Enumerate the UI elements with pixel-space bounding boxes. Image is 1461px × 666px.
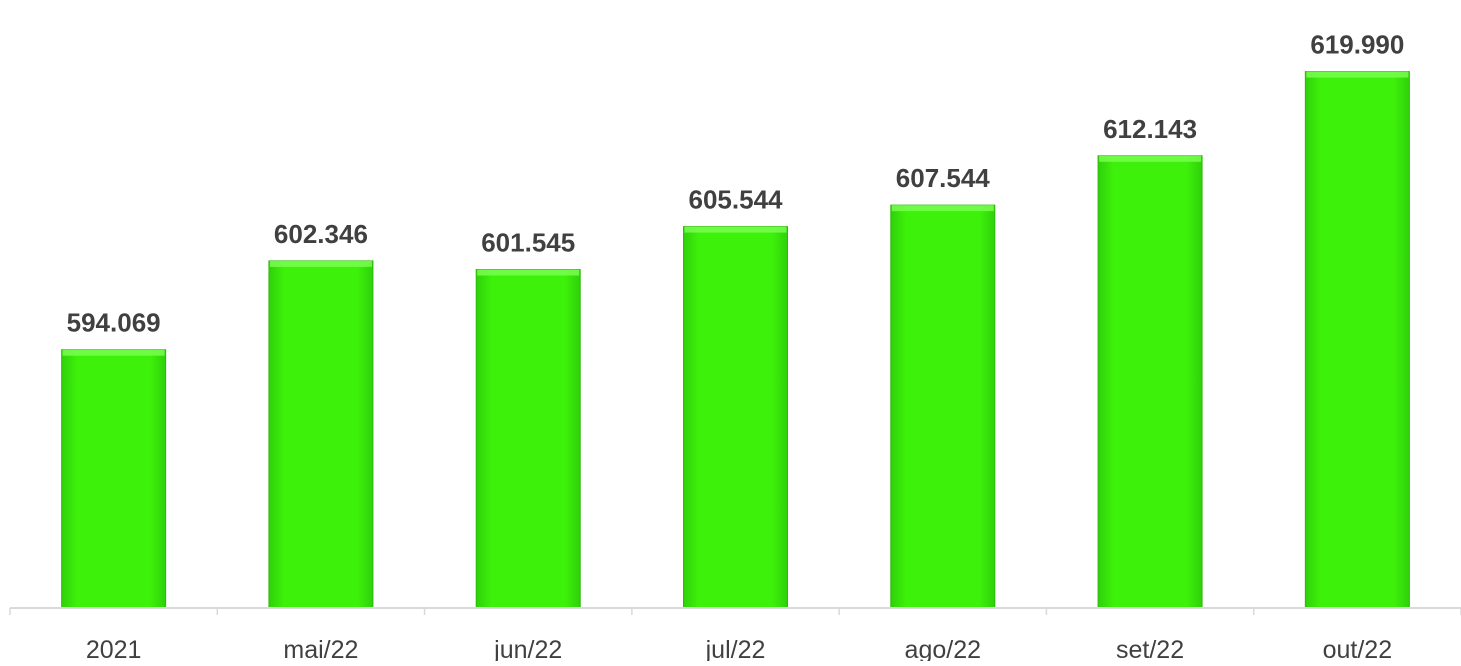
bar-highlight	[891, 205, 994, 212]
x-tick-label: ago/22	[905, 636, 981, 661]
bar-highlight	[1099, 155, 1202, 162]
x-axis	[9, 607, 1461, 615]
bar-2021	[61, 349, 167, 609]
value-label: 601.545	[481, 227, 575, 257]
bar-jun/22	[475, 268, 581, 609]
bars-layer	[61, 71, 1410, 609]
value-label: 594.069	[67, 308, 161, 338]
bar-set/22	[1097, 155, 1203, 609]
x-tick-label: jun/22	[493, 636, 562, 661]
value-label: 612.143	[1103, 114, 1197, 144]
bar-jul/22	[683, 226, 788, 609]
value-label: 605.544	[689, 185, 784, 215]
bar-out/22	[1304, 71, 1410, 609]
bar-highlight	[62, 349, 165, 356]
labels-layer: 594.069 2021 602.346 mai/22 601.545 jun/22 605…	[67, 30, 1405, 664]
x-tick-label: set/22	[1116, 636, 1184, 661]
value-label: 602.346	[274, 219, 368, 249]
value-label: 619.990	[1310, 30, 1404, 60]
bar-ago/22	[890, 204, 996, 609]
bar-highlight	[1306, 71, 1409, 78]
x-tick-label: jul/22	[705, 636, 766, 661]
bar-mai/22	[268, 260, 374, 609]
x-tick-label: 2021	[86, 636, 142, 661]
bar-highlight	[269, 260, 372, 267]
bar-highlight	[477, 269, 580, 276]
bar-highlight	[684, 226, 787, 233]
x-tick-label: mai/22	[283, 636, 358, 661]
value-label: 607.544	[896, 163, 991, 193]
x-tick-label: out/22	[1323, 636, 1393, 661]
